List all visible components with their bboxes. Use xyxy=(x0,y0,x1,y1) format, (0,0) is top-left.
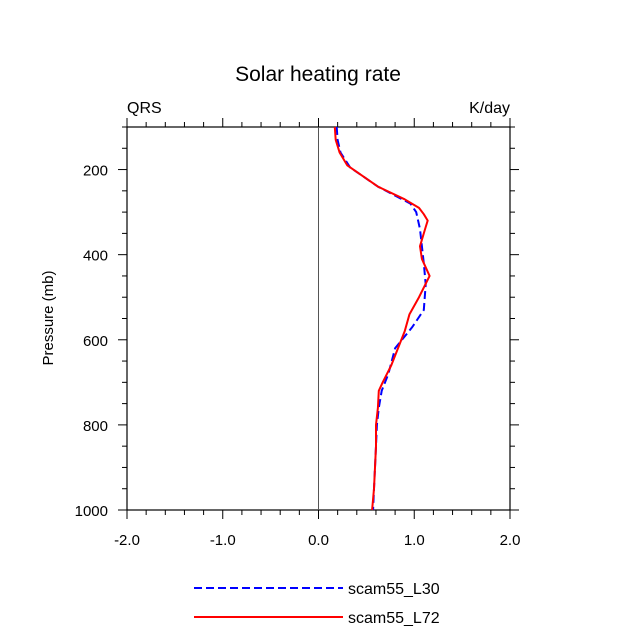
y-tick-label: 400 xyxy=(83,248,108,265)
x-axis-ticks: -2.0 -1.0 0.0 1.0 2.0 xyxy=(114,118,520,549)
series-line-scam55-l30 xyxy=(335,126,427,511)
right-string-label: K/day xyxy=(469,100,510,117)
legend-label-scam55-l30: scam55_L30 xyxy=(348,581,440,598)
x-tick-label: 0.0 xyxy=(308,532,329,549)
series-lines xyxy=(333,126,431,511)
x-tick-label: -2.0 xyxy=(114,532,140,549)
chart-title: Solar heating rate xyxy=(235,63,401,86)
left-string-label: QRS xyxy=(127,100,162,117)
x-tick-label: 1.0 xyxy=(404,532,425,549)
series-line-scam55-l72 xyxy=(333,126,431,511)
x-tick-label: -1.0 xyxy=(210,532,236,549)
legend-label-scam55-l72: scam55_L72 xyxy=(348,610,440,627)
x-tick-label: 2.0 xyxy=(500,532,521,549)
y-axis-ticks: 200 400 600 800 1000 xyxy=(75,126,519,520)
y-axis-label: Pressure (mb) xyxy=(40,270,57,365)
legend: scam55_L30 scam55_L72 xyxy=(194,581,440,627)
y-tick-label: 1000 xyxy=(75,503,108,520)
y-tick-label: 200 xyxy=(83,163,108,180)
y-tick-label: 800 xyxy=(83,418,108,435)
y-tick-label: 600 xyxy=(83,333,108,350)
